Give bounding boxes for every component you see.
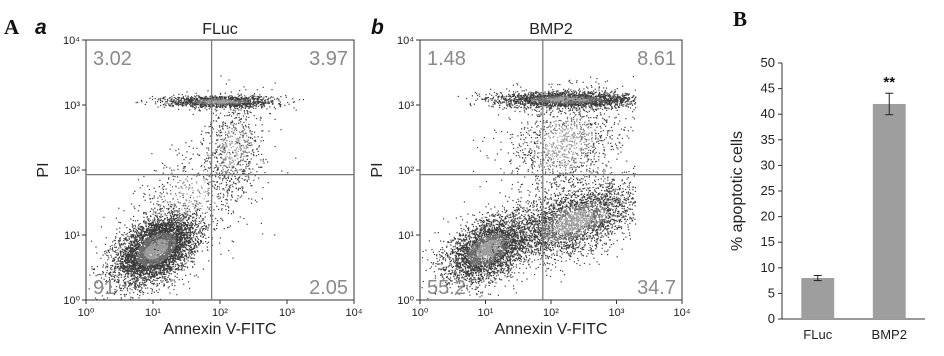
y-tick-label: 10¹	[398, 230, 414, 242]
event-dots-a	[88, 75, 304, 301]
plot-title: BMP2	[529, 21, 573, 38]
y-tick-label: 5	[768, 285, 775, 300]
y-tick-label: 10⁰	[397, 295, 414, 307]
quadrant-upper-left-label: 1.48	[427, 48, 466, 70]
y-tick-label: 30	[761, 157, 775, 172]
plot-frame	[419, 39, 683, 301]
x-tick-label: 10⁴	[346, 307, 363, 319]
x-tick-label: 10⁰	[412, 307, 429, 319]
y-tick-label: 35	[761, 132, 775, 147]
y-axis-label: PI	[369, 162, 386, 177]
quadrant-lower-right-label: 34.7	[637, 277, 676, 299]
x-axis-label: Annexin V-FITC	[495, 321, 608, 338]
category-label: BMP2	[872, 327, 907, 342]
y-tick-label: 10³	[398, 100, 414, 112]
x-axis-label: Annexin V-FITC	[164, 321, 277, 338]
bar-FLuc	[801, 278, 835, 319]
subpanel-a-letter: a	[35, 16, 47, 39]
y-tick-label: 45	[761, 81, 775, 96]
x-tick-label: 10³	[279, 307, 295, 319]
y-tick-label: 10	[761, 260, 775, 275]
bar-chart: 0 5 10 15 20 25 30 35 40 45 50 FLuc BMP2 ** % apoptoti…	[729, 55, 925, 342]
x-tick-label: 10¹	[478, 307, 494, 319]
y-tick-label: 0	[768, 311, 775, 326]
x-tick-label: 10²	[543, 307, 559, 319]
y-tick-label: 10³	[64, 100, 80, 112]
quadrant-upper-right-label: 8.61	[637, 48, 676, 70]
category-label: FLuc	[803, 327, 832, 342]
panel-A-letter: A	[4, 15, 20, 39]
y-axis-label: % apoptotic cells	[729, 131, 746, 251]
quadrant-lower-left-label: 55.2	[427, 277, 466, 299]
panel-B-letter: B	[733, 7, 747, 31]
subpanel-b-letter: b	[371, 16, 384, 39]
significance-marker: **	[883, 74, 895, 91]
plots-layer: 10⁰10⁰10¹10¹10²10²10³10³10⁴10⁴FLucAnnexi…	[35, 21, 925, 342]
y-tick-label: 25	[761, 183, 775, 198]
y-tick-label: 10⁴	[397, 35, 414, 47]
y-tick-label: 10²	[398, 165, 414, 177]
event-dots-b	[421, 76, 637, 300]
x-tick-label: 10¹	[145, 307, 161, 319]
y-tick-label: 15	[761, 234, 775, 249]
y-tick-label: 40	[761, 106, 775, 121]
x-tick-label: 10⁰	[78, 307, 95, 319]
y-tick-label: 10²	[64, 165, 80, 177]
y-tick-label: 50	[761, 55, 775, 70]
bar-BMP2	[872, 103, 906, 320]
y-tick-label: 20	[761, 209, 775, 224]
y-tick-label: 10⁴	[63, 35, 80, 47]
quadrant-upper-right-label: 3.97	[309, 48, 348, 70]
quadrant-lower-right-label: 2.05	[309, 277, 348, 299]
y-axis-label: PI	[35, 162, 52, 177]
quadrant-upper-left-label: 3.02	[93, 48, 132, 70]
x-tick-label: 10³	[609, 307, 625, 319]
y-tick-label: 10¹	[64, 230, 80, 242]
plot-title: FLuc	[202, 21, 238, 38]
x-tick-label: 10⁴	[674, 307, 691, 319]
x-tick-label: 10²	[212, 307, 228, 319]
quadrant-lower-left-label: 91	[93, 277, 115, 299]
y-tick-label: 10⁰	[63, 295, 80, 307]
